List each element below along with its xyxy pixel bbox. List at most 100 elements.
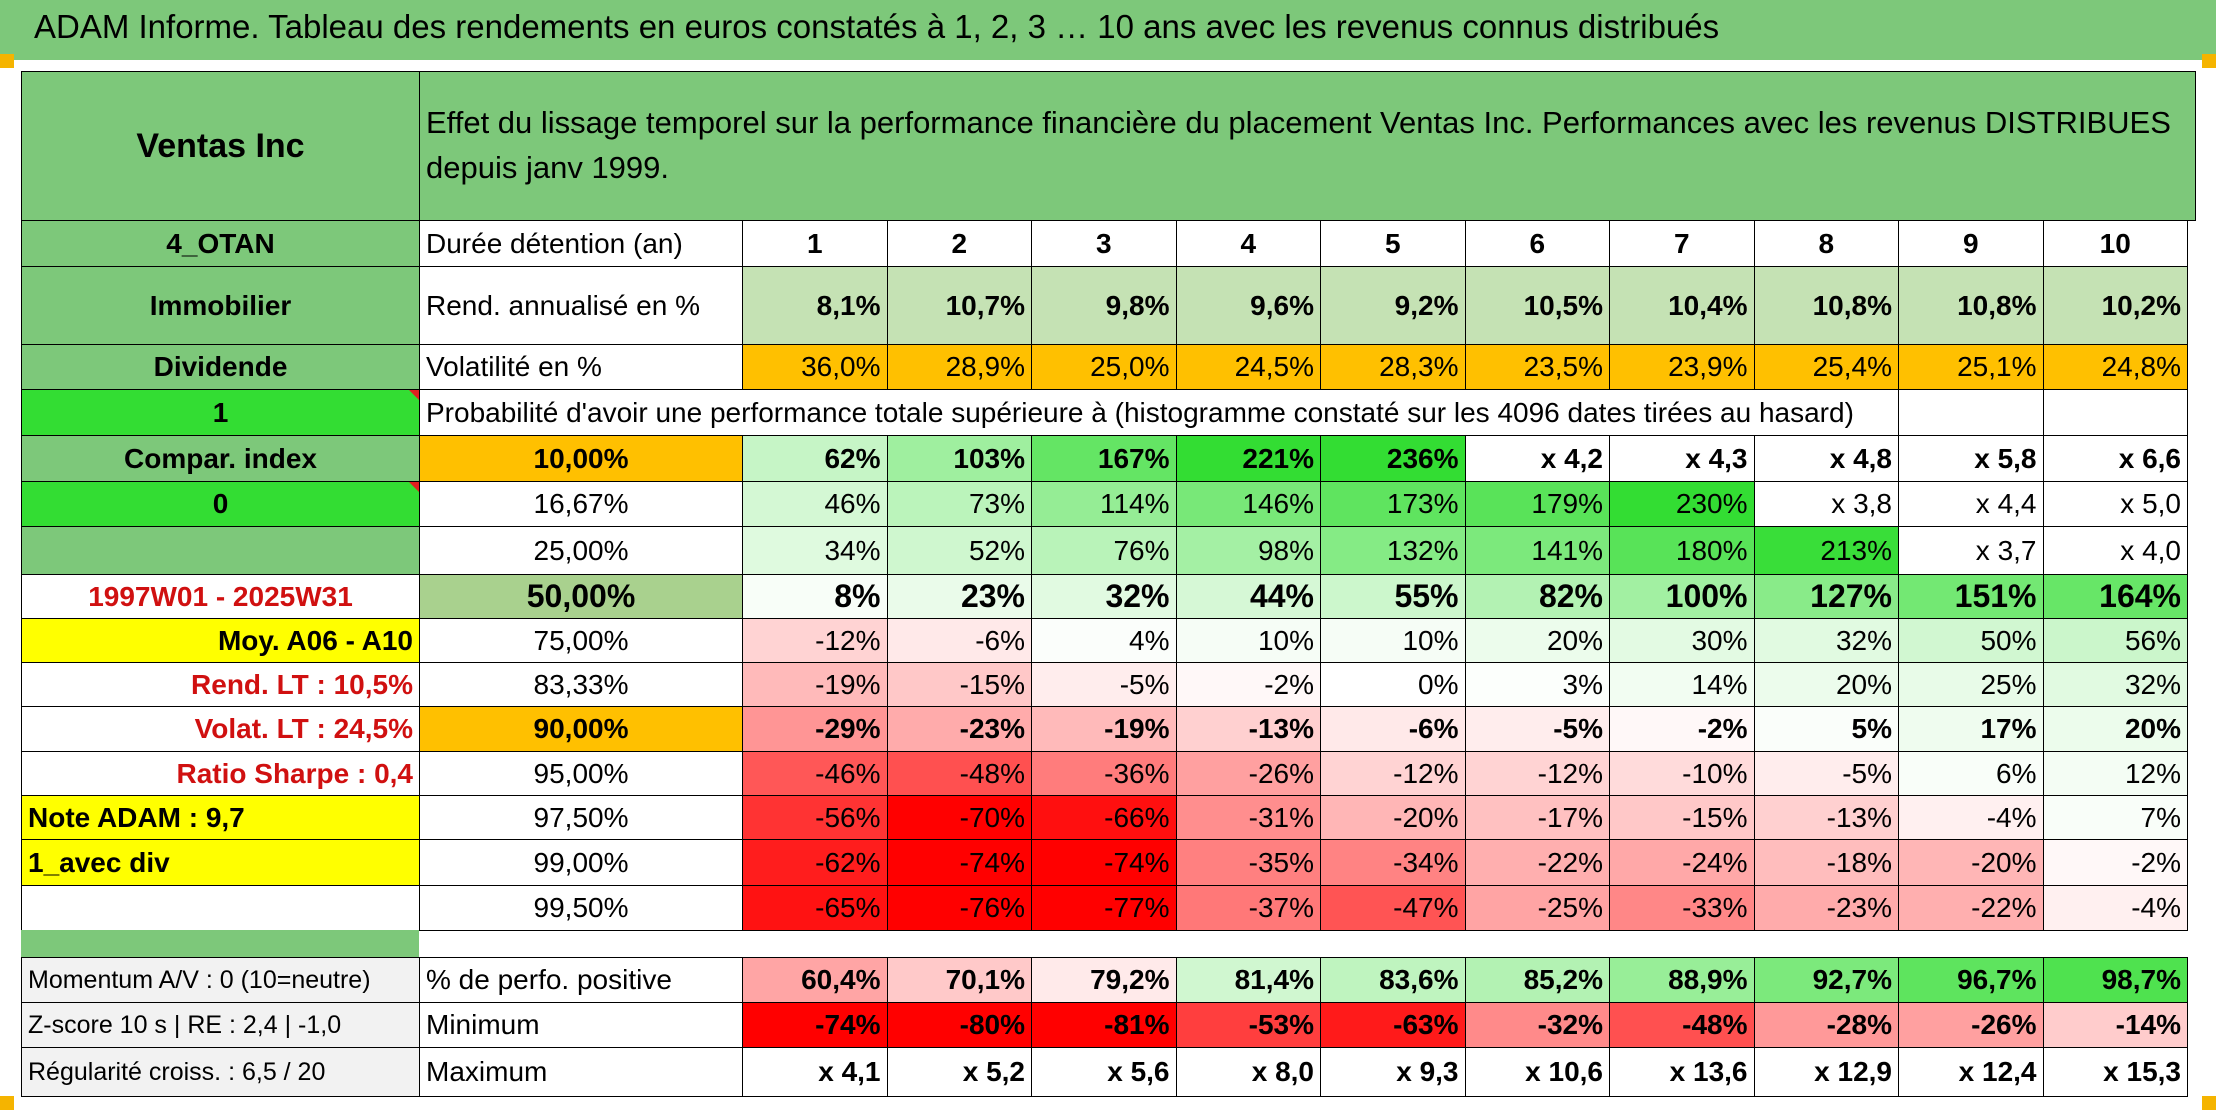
momentum-label: Momentum A/V : 0 (10=neutre) — [21, 957, 420, 1003]
probability-value: 7% — [2042, 795, 2188, 840]
zscore-label: Z-score 10 s | RE : 2,4 | -1,0 — [21, 1002, 420, 1048]
probability-value: x 3,7 — [1898, 526, 2044, 575]
stat-value: -63% — [1320, 1002, 1466, 1048]
probability-value: 62% — [742, 435, 888, 482]
vol-value: 24,5% — [1175, 344, 1321, 390]
probability-value: 30% — [1609, 618, 1755, 663]
title-bar: ADAM Informe. Tableau des rendements en … — [0, 0, 2216, 60]
flag-value-0: 0 — [21, 481, 420, 527]
probability-value: -65% — [742, 885, 888, 931]
probability-value: 151% — [1898, 574, 2044, 619]
empty-cell — [2042, 389, 2188, 436]
probability-threshold: 99,50% — [419, 885, 743, 931]
probability-value: 12% — [2042, 751, 2188, 796]
probability-value: -20% — [1898, 839, 2044, 886]
vol-value: 25,1% — [1898, 344, 2044, 390]
stat-value: 83,6% — [1320, 957, 1466, 1003]
probability-value: -24% — [1609, 839, 1755, 886]
stat-value: -53% — [1175, 1002, 1321, 1048]
probability-value: 46% — [742, 481, 888, 527]
empty-sidebar-cell — [21, 526, 420, 575]
flag-value-1: 1 — [21, 389, 420, 436]
vol-value: 36,0% — [742, 344, 888, 390]
vol-value: 25,4% — [1753, 344, 1899, 390]
stat-label: % de perfo. positive — [419, 957, 743, 1003]
stat-value: -80% — [886, 1002, 1032, 1048]
regularite-label: Régularité croiss. : 6,5 / 20 — [21, 1047, 420, 1097]
probability-value: 56% — [2042, 618, 2188, 663]
avec-div-label: 1_avec div — [21, 839, 420, 886]
probability-value: 5% — [1753, 706, 1899, 752]
probability-value: 0% — [1320, 662, 1466, 707]
probability-value: -76% — [886, 885, 1032, 931]
rend-value: 10,2% — [2042, 266, 2188, 345]
probability-value: -6% — [886, 618, 1032, 663]
probability-value: -2% — [2042, 839, 2188, 886]
probability-value: -13% — [1753, 795, 1899, 840]
rend-value: 10,7% — [886, 266, 1032, 345]
rend-value: 8,1% — [742, 266, 888, 345]
corner-marker-left — [0, 54, 14, 68]
probability-value: 173% — [1320, 481, 1466, 527]
stat-value: x 10,6 — [1464, 1047, 1610, 1097]
probability-value: -5% — [1031, 662, 1177, 707]
vol-value: 24,8% — [2042, 344, 2188, 390]
period-label: 1997W01 - 2025W31 — [21, 574, 420, 619]
probability-value: 100% — [1609, 574, 1755, 619]
probability-value: -20% — [1320, 795, 1466, 840]
probability-value: -70% — [886, 795, 1032, 840]
stat-value: x 12,4 — [1898, 1047, 2044, 1097]
stat-label: Maximum — [419, 1047, 743, 1097]
probability-value: -2% — [1609, 706, 1755, 752]
probability-threshold: 90,00% — [419, 706, 743, 752]
probability-value: 8% — [742, 574, 888, 619]
type-label: Dividende — [21, 344, 420, 390]
probability-value: 180% — [1609, 526, 1755, 575]
stat-value: 70,1% — [886, 957, 1032, 1003]
probability-value: x 5,8 — [1898, 435, 2044, 482]
corner-marker-bottom-right — [2202, 1096, 2216, 1110]
probability-value: -62% — [742, 839, 888, 886]
probability-value: 32% — [1753, 618, 1899, 663]
probability-value: x 5,0 — [2042, 481, 2188, 527]
corner-marker-right — [2202, 54, 2216, 68]
report-title: ADAM Informe. Tableau des rendements en … — [34, 8, 1720, 45]
probability-value: 236% — [1320, 435, 1466, 482]
probability-value: -15% — [886, 662, 1032, 707]
probability-value: -4% — [1898, 795, 2044, 840]
probability-threshold: 95,00% — [419, 751, 743, 796]
separator-bar — [21, 930, 419, 957]
corner-marker-bottom-left — [0, 1096, 14, 1110]
rend-value: 9,8% — [1031, 266, 1177, 345]
probability-value: x 4,0 — [2042, 526, 2188, 575]
probability-value: -17% — [1464, 795, 1610, 840]
probability-value: 127% — [1753, 574, 1899, 619]
empty-sidebar-cell — [21, 885, 420, 931]
probability-value: -12% — [742, 618, 888, 663]
rend-value: 10,8% — [1898, 266, 2044, 345]
probability-value: 32% — [2042, 662, 2188, 707]
probability-value: 98% — [1175, 526, 1321, 575]
probability-value: 6% — [1898, 751, 2044, 796]
probability-threshold: 99,00% — [419, 839, 743, 886]
year-header: 8 — [1753, 220, 1899, 267]
stat-value: -26% — [1898, 1002, 2044, 1048]
stat-value: 96,7% — [1898, 957, 2044, 1003]
probability-value: -23% — [886, 706, 1032, 752]
probability-value: 52% — [886, 526, 1032, 575]
compar-index-label: Compar. index — [21, 435, 420, 482]
probability-value: -13% — [1175, 706, 1321, 752]
vol-value: 23,5% — [1464, 344, 1610, 390]
stat-value: x 15,3 — [2042, 1047, 2188, 1097]
year-header: 5 — [1320, 220, 1466, 267]
probability-value: -4% — [2042, 885, 2188, 931]
probability-value: -12% — [1464, 751, 1610, 796]
year-header: 9 — [1898, 220, 2044, 267]
probability-value: -77% — [1031, 885, 1177, 931]
stat-value: x 8,0 — [1175, 1047, 1321, 1097]
probability-value: -34% — [1320, 839, 1466, 886]
probability-value: x 4,8 — [1753, 435, 1899, 482]
probability-value: x 3,8 — [1753, 481, 1899, 527]
probability-value: -46% — [742, 751, 888, 796]
probability-value: 10% — [1320, 618, 1466, 663]
